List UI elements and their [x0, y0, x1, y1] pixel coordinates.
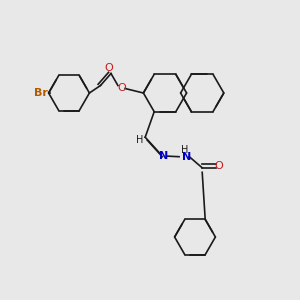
Text: O: O	[214, 161, 223, 171]
Text: H: H	[181, 145, 188, 155]
Text: H: H	[136, 135, 143, 145]
Text: Br: Br	[34, 88, 47, 98]
Text: N: N	[182, 152, 191, 162]
Text: O: O	[117, 83, 126, 94]
Text: N: N	[159, 151, 168, 161]
Text: O: O	[104, 63, 113, 73]
